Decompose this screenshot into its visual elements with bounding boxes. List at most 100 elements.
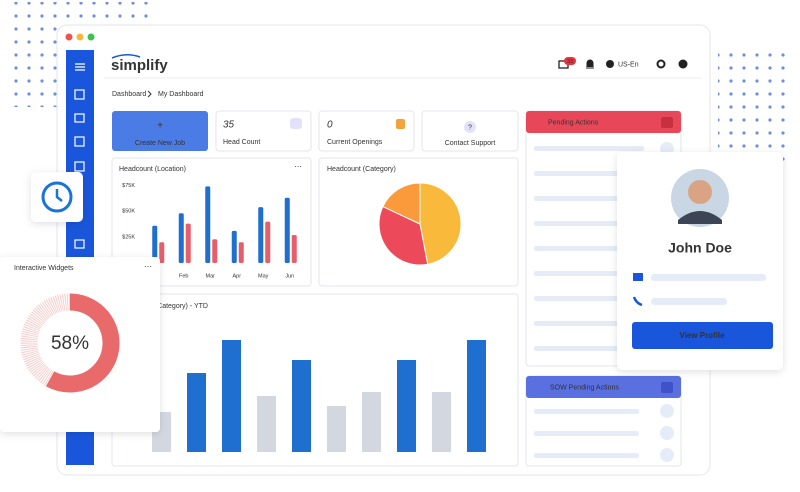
card-label: Head Count	[223, 139, 260, 146]
notification-count: 33	[567, 59, 573, 65]
breadcrumb-root[interactable]: Dashboard	[112, 91, 146, 98]
dot-pattern	[718, 48, 793, 163]
bar	[432, 392, 451, 452]
view-profile-button[interactable]	[632, 322, 773, 349]
placeholder-row	[534, 146, 644, 151]
card-icon	[290, 118, 302, 129]
breadcrumb-separator	[147, 90, 152, 98]
placeholder-row	[534, 196, 644, 201]
panel-menu[interactable]: ⋯	[294, 162, 302, 171]
card-value: 35	[223, 120, 235, 131]
bar	[238, 242, 244, 263]
panel-title: Headcount (Category)	[327, 166, 396, 173]
bar	[362, 392, 381, 452]
button-label[interactable]: View Profile	[679, 331, 725, 340]
window-minimize[interactable]	[76, 33, 84, 41]
placeholder-row	[534, 321, 644, 326]
placeholder-row	[534, 171, 644, 176]
logo[interactable]: simplify	[111, 57, 168, 74]
panel-title: Headcount (Location)	[119, 166, 186, 173]
bar	[467, 340, 486, 452]
bar	[222, 340, 241, 452]
placeholder-row	[651, 274, 766, 281]
clock-icon	[41, 181, 73, 213]
placeholder-row	[651, 298, 727, 305]
placeholder-row	[534, 431, 639, 436]
y-tick-label: $75K	[122, 183, 135, 189]
phone-icon	[632, 296, 643, 307]
profile-card	[617, 152, 783, 370]
placeholder-row	[534, 296, 644, 301]
locale[interactable]: US-En	[618, 61, 639, 68]
card-value: 0	[327, 120, 333, 131]
window-zoom[interactable]	[87, 33, 95, 41]
x-tick-label: Apr	[232, 273, 241, 279]
card-label: Contact Support	[445, 140, 496, 147]
sidebar-icons[interactable]	[74, 63, 85, 249]
profile-name: John Doe	[668, 240, 732, 256]
donut-label: 58%	[51, 333, 89, 354]
bar	[397, 360, 416, 452]
bar	[292, 360, 311, 452]
card-icon: ?	[468, 124, 472, 131]
placeholder-row	[534, 346, 644, 351]
bar	[265, 221, 271, 263]
settings-icon[interactable]	[656, 59, 666, 69]
bar	[187, 373, 206, 452]
x-tick-label: Jun	[285, 273, 294, 279]
placeholder-row	[534, 221, 644, 226]
placeholder-dot	[660, 426, 674, 440]
placeholder-row	[534, 246, 644, 251]
bar	[205, 186, 211, 263]
mail-icon	[633, 273, 643, 281]
globe-icon[interactable]	[606, 60, 614, 68]
panel-action[interactable]	[661, 117, 673, 128]
alert-icon[interactable]	[586, 59, 594, 69]
placeholder-dot	[660, 448, 674, 462]
openings-card[interactable]	[318, 110, 415, 152]
x-tick-label: May	[258, 273, 269, 279]
bar	[327, 406, 346, 452]
logo-swoosh	[111, 54, 141, 59]
bar	[258, 207, 264, 263]
pending-header	[526, 111, 681, 133]
headcount-card[interactable]	[215, 110, 312, 152]
donut-arc	[20, 293, 120, 393]
avatar-shirt	[678, 211, 722, 224]
sow-header	[526, 376, 681, 398]
card-label: Current Openings	[327, 139, 383, 146]
pie-slice	[378, 205, 429, 266]
widget-card	[0, 257, 160, 432]
placeholder-dot	[660, 404, 674, 418]
bar	[291, 235, 297, 263]
bar	[257, 396, 276, 452]
y-tick-label: $25K	[122, 235, 135, 241]
help-icon[interactable]	[678, 59, 688, 69]
bar	[231, 230, 237, 263]
panel-action[interactable]	[661, 382, 673, 393]
notification-badge	[564, 57, 576, 65]
window-close[interactable]	[65, 33, 73, 41]
create-job-card[interactable]	[112, 111, 208, 151]
card-label: Create New Job	[135, 140, 185, 147]
widget-title: Interactive Widgets	[14, 265, 74, 272]
bar	[284, 197, 290, 263]
bar	[178, 213, 184, 263]
clock-hands	[55, 189, 63, 202]
card-icon	[396, 119, 405, 129]
headcount-ytd-panel	[111, 293, 519, 467]
bar	[152, 225, 158, 263]
card-icon-bg	[464, 121, 476, 133]
bar	[159, 242, 165, 263]
y-tick-label: $50K	[122, 209, 135, 215]
breadcrumb-current: My Dashboard	[158, 91, 204, 98]
x-tick-label: Feb	[179, 273, 188, 279]
widget-menu[interactable]: ⋯	[144, 262, 152, 271]
placeholder-row	[534, 409, 639, 414]
pie-slice	[419, 182, 462, 265]
bar	[185, 223, 191, 263]
panel-title: Headcount (Category) - YTD	[119, 303, 208, 310]
bar	[212, 239, 218, 263]
